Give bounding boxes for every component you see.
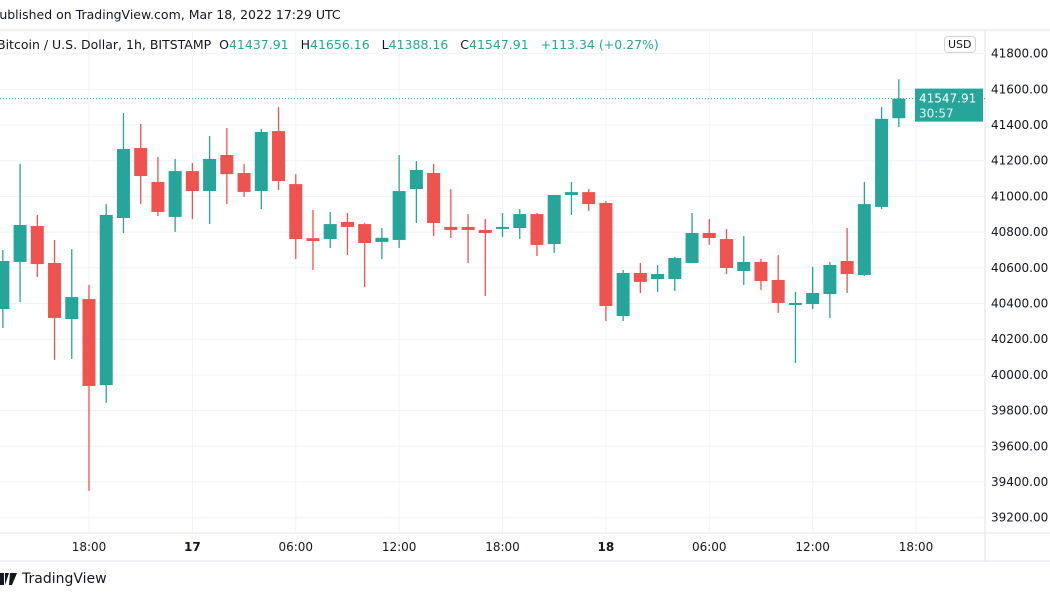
candle-down[interactable] [771,279,785,303]
candle-down[interactable] [530,214,544,245]
high-value: 41656.16 [310,37,370,52]
x-tick-label: 17 [184,540,201,554]
open-label: O [219,37,229,52]
y-tick-label: 41800.00 [991,47,1048,61]
close-label: C [460,37,470,52]
y-tick-label: 41400.00 [991,118,1048,132]
x-tick-label: 18:00 [485,540,520,554]
high-label: H [300,37,311,52]
candle-down[interactable] [151,181,165,212]
tradingview-logo-icon [0,573,17,585]
candle-down[interactable] [582,192,596,205]
candle-up[interactable] [892,98,906,119]
y-tick-label: 39400.00 [991,475,1048,489]
y-tick-label: 40800.00 [991,225,1048,239]
candle-up[interactable] [616,272,630,316]
candle-down[interactable] [48,262,62,318]
candle-up[interactable] [375,237,389,242]
open-value: 41437.91 [228,37,289,52]
candle-up[interactable] [564,192,578,195]
candle-down[interactable] [185,171,199,192]
y-tick-label: 41200.00 [991,154,1048,168]
candle-up[interactable] [875,118,889,207]
candle-down[interactable] [478,229,492,233]
candle-up[interactable] [651,274,665,280]
candle-down[interactable] [134,148,148,177]
candle-up[interactable] [788,302,802,305]
candle-up[interactable] [392,191,406,240]
y-tick-label: 39200.00 [991,511,1048,525]
candle-up[interactable] [168,171,182,217]
symbol-legend: Bitcoin / U.S. Dollar, 1h, BITSTAMP O414… [0,37,667,52]
x-tick-label: 12:00 [795,540,830,554]
candle-up[interactable] [737,261,751,272]
candle-up[interactable] [496,226,510,229]
y-tick-label: 40600.00 [991,261,1048,275]
candle-down[interactable] [30,226,44,265]
candle-up[interactable] [409,169,423,190]
candle-down[interactable] [754,261,768,282]
candle-down[interactable] [840,261,854,275]
symbol-title[interactable]: Bitcoin / U.S. Dollar, 1h, BITSTAMP [0,37,212,52]
x-tick-label: 18:00 [72,540,107,554]
candle-down[interactable] [633,272,647,282]
candle-down[interactable] [720,239,734,268]
candle-down[interactable] [358,224,372,243]
y-tick-label: 39600.00 [991,439,1048,453]
candle-up[interactable] [685,232,699,263]
last-price-badge [915,88,983,122]
candle-up[interactable] [806,292,820,305]
footer-brand[interactable]: TradingView [0,571,107,587]
candle-down[interactable] [237,173,251,192]
x-tick-label: 12:00 [382,540,417,554]
candle-down[interactable] [272,131,286,182]
y-tick-label: 41000.00 [991,189,1048,203]
candle-up[interactable] [0,261,10,310]
candle-up[interactable] [116,148,130,218]
candle-down[interactable] [702,232,716,238]
candle-down[interactable] [599,203,613,306]
candle-up[interactable] [857,204,871,275]
candle-up[interactable] [99,214,113,386]
y-tick-label: 40200.00 [991,332,1048,346]
candle-up[interactable] [668,257,682,280]
x-tick-label: 06:00 [692,540,727,554]
last-price-value: 41547.91 [919,92,976,106]
candle-up[interactable] [13,224,27,262]
candle-up[interactable] [513,214,527,228]
x-tick-label: 18 [598,540,615,554]
candle-down[interactable] [82,299,96,386]
y-tick-label: 41600.00 [991,82,1048,96]
candle-up[interactable] [254,131,268,192]
candle-down[interactable] [444,226,458,230]
x-tick-label: 18:00 [899,540,934,554]
y-tick-label: 40400.00 [991,297,1048,311]
x-tick-label: 06:00 [278,540,313,554]
candle-up[interactable] [323,224,337,240]
currency-badge[interactable]: USD [944,36,976,53]
y-tick-label: 40000.00 [991,368,1048,382]
published-note: Published on TradingView.com, Mar 18, 20… [0,7,341,22]
brand-name: TradingView [22,571,107,587]
candle-down[interactable] [306,238,320,242]
candle-down[interactable] [340,221,354,227]
low-value: 41388.16 [388,37,449,52]
low-label: L [381,37,389,52]
y-tick-label: 39800.00 [991,404,1048,418]
candle-down[interactable] [289,184,303,240]
candle-up[interactable] [65,297,79,320]
candle-down[interactable] [461,226,475,230]
close-value: 41547.91 [469,37,529,52]
candle-up[interactable] [203,158,217,192]
candle-down[interactable] [220,154,234,175]
candle-up[interactable] [547,194,561,245]
change-value: +113.34 (+0.27%) [540,37,659,52]
candle-up[interactable] [823,264,837,295]
bar-countdown: 30:57 [919,107,954,121]
candle-down[interactable] [427,173,441,223]
